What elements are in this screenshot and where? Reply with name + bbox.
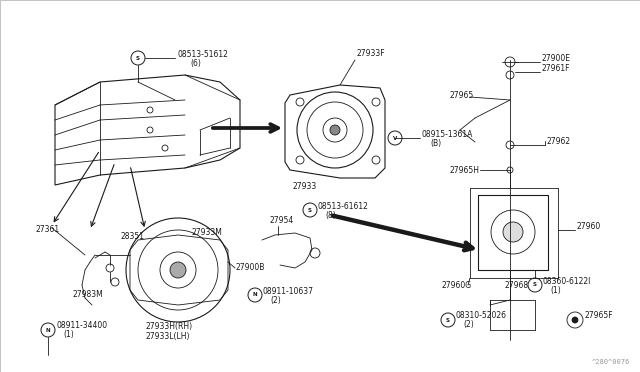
Text: S: S	[308, 208, 312, 212]
Text: 08915-1361A: 08915-1361A	[422, 129, 474, 138]
Text: 28351: 28351	[120, 232, 144, 241]
Text: 27960G: 27960G	[442, 280, 472, 289]
Text: S: S	[446, 317, 450, 323]
Text: S: S	[533, 282, 537, 288]
Circle shape	[572, 317, 578, 323]
Text: 27361: 27361	[35, 225, 59, 234]
Text: 08513-51612: 08513-51612	[177, 49, 228, 58]
Text: ^280^0076: ^280^0076	[592, 359, 630, 365]
Text: V: V	[393, 135, 397, 141]
Text: 08513-61612: 08513-61612	[318, 202, 369, 211]
Text: (2): (2)	[463, 321, 474, 330]
Text: 27900B: 27900B	[235, 263, 264, 273]
Text: 27933M: 27933M	[192, 228, 223, 237]
Text: 27933H(RH): 27933H(RH)	[145, 321, 192, 330]
Circle shape	[503, 222, 523, 242]
Circle shape	[170, 262, 186, 278]
Text: (B): (B)	[430, 138, 441, 148]
Text: 08911-10637: 08911-10637	[263, 286, 314, 295]
Text: N: N	[253, 292, 257, 298]
Text: 27900E: 27900E	[542, 54, 571, 62]
Text: 27954: 27954	[270, 216, 294, 225]
Text: 27965F: 27965F	[585, 311, 614, 321]
Text: 27965H: 27965H	[450, 166, 480, 174]
Text: 08310-52026: 08310-52026	[456, 311, 507, 321]
Text: (8): (8)	[325, 211, 336, 219]
Text: 08911-34400: 08911-34400	[56, 321, 107, 330]
Text: 27968: 27968	[505, 281, 529, 290]
Text: 27933L(LH): 27933L(LH)	[145, 331, 189, 340]
Text: 08360-6122I: 08360-6122I	[543, 276, 591, 285]
Text: 27962: 27962	[547, 137, 571, 145]
Text: (2): (2)	[270, 295, 281, 305]
Text: 27961F: 27961F	[542, 64, 570, 73]
Text: 27965: 27965	[450, 90, 474, 99]
Text: (6): (6)	[190, 58, 201, 67]
Text: 27960: 27960	[577, 221, 601, 231]
Text: (1): (1)	[63, 330, 74, 340]
Circle shape	[330, 125, 340, 135]
Text: S: S	[136, 55, 140, 61]
Text: 27933F: 27933F	[357, 49, 386, 58]
Text: (1): (1)	[550, 285, 561, 295]
Text: 27933: 27933	[293, 182, 317, 191]
Text: 27983M: 27983M	[72, 290, 103, 299]
Text: N: N	[45, 327, 51, 333]
